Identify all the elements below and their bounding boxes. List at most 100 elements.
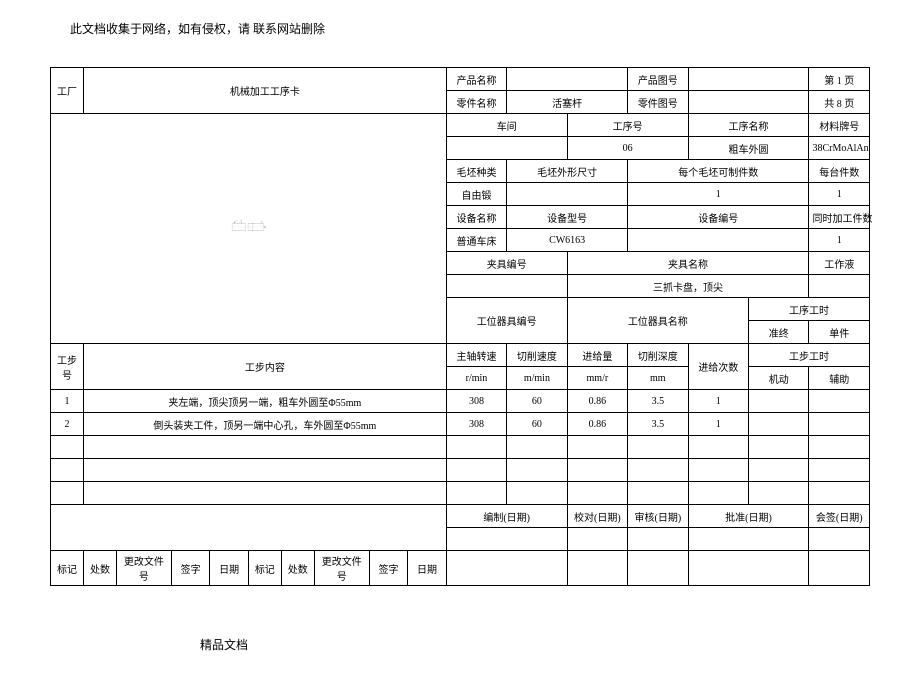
signoff-countersign-val (809, 528, 870, 551)
label-3: 3 (236, 220, 237, 222)
step-aux (809, 390, 870, 413)
step-passes: 1 (688, 390, 748, 413)
simul-label: 同时加工件数 (809, 206, 870, 229)
per-blank-value: 1 (628, 183, 809, 206)
signoff-compile: 编制(日期) (446, 505, 567, 528)
signoff-blank (51, 505, 447, 551)
rev-sign-1: 签字 (171, 551, 209, 586)
step-row: 1 夹左端，顶尖顶另一端，粗车外圆至Φ55mm 308 60 0.86 3.5 … (51, 390, 870, 413)
signoff-countersign: 会签(日期) (809, 505, 870, 528)
col-spindle-unit: r/min (446, 367, 506, 390)
workshop-label: 车间 (446, 114, 567, 137)
part-drawing-value (688, 91, 809, 114)
top-disclaimer: 此文档收集于网络，如有侵权，请 联系网站删除 (50, 20, 870, 37)
rev-mark-1: 标记 (51, 551, 84, 586)
equip-name-value: 普通车床 (446, 229, 506, 252)
product-drawing-label: 产品图号 (628, 68, 688, 91)
rev-doc-1: 更改文件号 (116, 551, 171, 586)
step-spindle: 308 (446, 390, 506, 413)
step-speed: 60 (507, 413, 567, 436)
rev-blank (688, 551, 809, 586)
simul-value: 1 (809, 229, 870, 252)
col-spindle: 主轴转速 (446, 344, 506, 367)
product-name-value (507, 68, 628, 91)
fixture-no-label: 夹具编号 (446, 252, 567, 275)
page-label: 第 1 页 (809, 68, 870, 91)
rev-doc-2: 更改文件号 (314, 551, 369, 586)
prep-label: 准终 (749, 321, 809, 344)
product-drawing-value (688, 68, 809, 91)
proc-no-value: 06 (567, 137, 688, 160)
signoff-review: 审核(日期) (628, 505, 688, 528)
proc-name-label: 工序名称 (688, 114, 809, 137)
blank-dim-label: 毛坯外形尺寸 (507, 160, 628, 183)
workshop-value (446, 137, 567, 160)
step-row-empty (51, 459, 870, 482)
rev-blank (628, 551, 688, 586)
fixture-no-value (446, 275, 567, 298)
rev-blank (446, 551, 567, 586)
factory-label: 工厂 (51, 68, 84, 114)
per-unit-label: 每台件数 (809, 160, 870, 183)
step-feed: 0.86 (567, 413, 627, 436)
equip-no-value (628, 229, 809, 252)
equip-model-value: CW6163 (507, 229, 628, 252)
col-step-no: 工步号 (51, 344, 84, 390)
fluid-label: 工作液 (809, 252, 870, 275)
blank-type-label: 毛坯种类 (446, 160, 506, 183)
step-feed: 0.86 (567, 390, 627, 413)
step-speed: 60 (507, 390, 567, 413)
blank-type-value: 自由锻 (446, 183, 506, 206)
equip-name-label: 设备名称 (446, 206, 506, 229)
signoff-approve-val (688, 528, 809, 551)
step-no: 1 (51, 390, 84, 413)
process-drawing: 55 3 12.5 1 (54, 218, 443, 236)
signoff-approve: 批准(日期) (688, 505, 809, 528)
blank-dim-value (507, 183, 628, 206)
signoff-check-val (567, 528, 627, 551)
rev-date-2: 日期 (408, 551, 447, 586)
signoff-review-val (628, 528, 688, 551)
station-name-label: 工位器具名称 (567, 298, 748, 344)
col-aux: 辅助 (809, 367, 870, 390)
step-passes: 1 (688, 413, 748, 436)
signoff-check: 校对(日期) (567, 505, 627, 528)
material-label: 材料牌号 (809, 114, 870, 137)
part-drawing-label: 零件图号 (628, 91, 688, 114)
ra-value: 12.5 (261, 221, 263, 223)
proc-no-label: 工序号 (567, 114, 688, 137)
proc-time-label: 工序工时 (749, 298, 870, 321)
per-unit-value: 1 (809, 183, 870, 206)
step-content: 倒头装夹工件，顶另一端中心孔，车外圆至Φ55mm (83, 413, 446, 436)
rev-date-1: 日期 (210, 551, 248, 586)
col-cutspeed: 切削速度 (507, 344, 567, 367)
equip-model-label: 设备型号 (507, 206, 628, 229)
step-aux (809, 413, 870, 436)
process-card-table: 工厂 机械加工工序卡 产品名称 产品图号 第 1 页 零件名称 活塞杆 零件图号… (50, 67, 870, 586)
dim-55: 55 (252, 226, 254, 227)
unit-label: 单件 (809, 321, 870, 344)
col-machine: 机动 (749, 367, 809, 390)
product-name-label: 产品名称 (446, 68, 506, 91)
step-row: 2 倒头装夹工件，顶另一端中心孔，车外圆至Φ55mm 308 60 0.86 3… (51, 413, 870, 436)
step-depth: 3.5 (628, 413, 688, 436)
col-depth-unit: mm (628, 367, 688, 390)
rev-mark-2: 标记 (248, 551, 281, 586)
equip-no-label: 设备编号 (628, 206, 809, 229)
rev-qty-2: 处数 (281, 551, 314, 586)
rev-qty-1: 处数 (83, 551, 116, 586)
total-pages-label: 共 8 页 (809, 91, 870, 114)
footer-note: 精品文档 (50, 636, 870, 653)
rev-sign-2: 签字 (369, 551, 407, 586)
col-passes: 进给次数 (688, 344, 748, 390)
part-name-label: 零件名称 (446, 91, 506, 114)
step-row-empty (51, 482, 870, 505)
fixture-name-value: 三抓卡盘，顶尖 (567, 275, 809, 298)
rev-blank (809, 551, 870, 586)
fixture-name-label: 夹具名称 (567, 252, 809, 275)
col-cutspeed-unit: m/min (507, 367, 567, 390)
signoff-compile-val (446, 528, 567, 551)
col-steptime: 工步工时 (749, 344, 870, 367)
step-depth: 3.5 (628, 390, 688, 413)
step-machine (749, 413, 809, 436)
